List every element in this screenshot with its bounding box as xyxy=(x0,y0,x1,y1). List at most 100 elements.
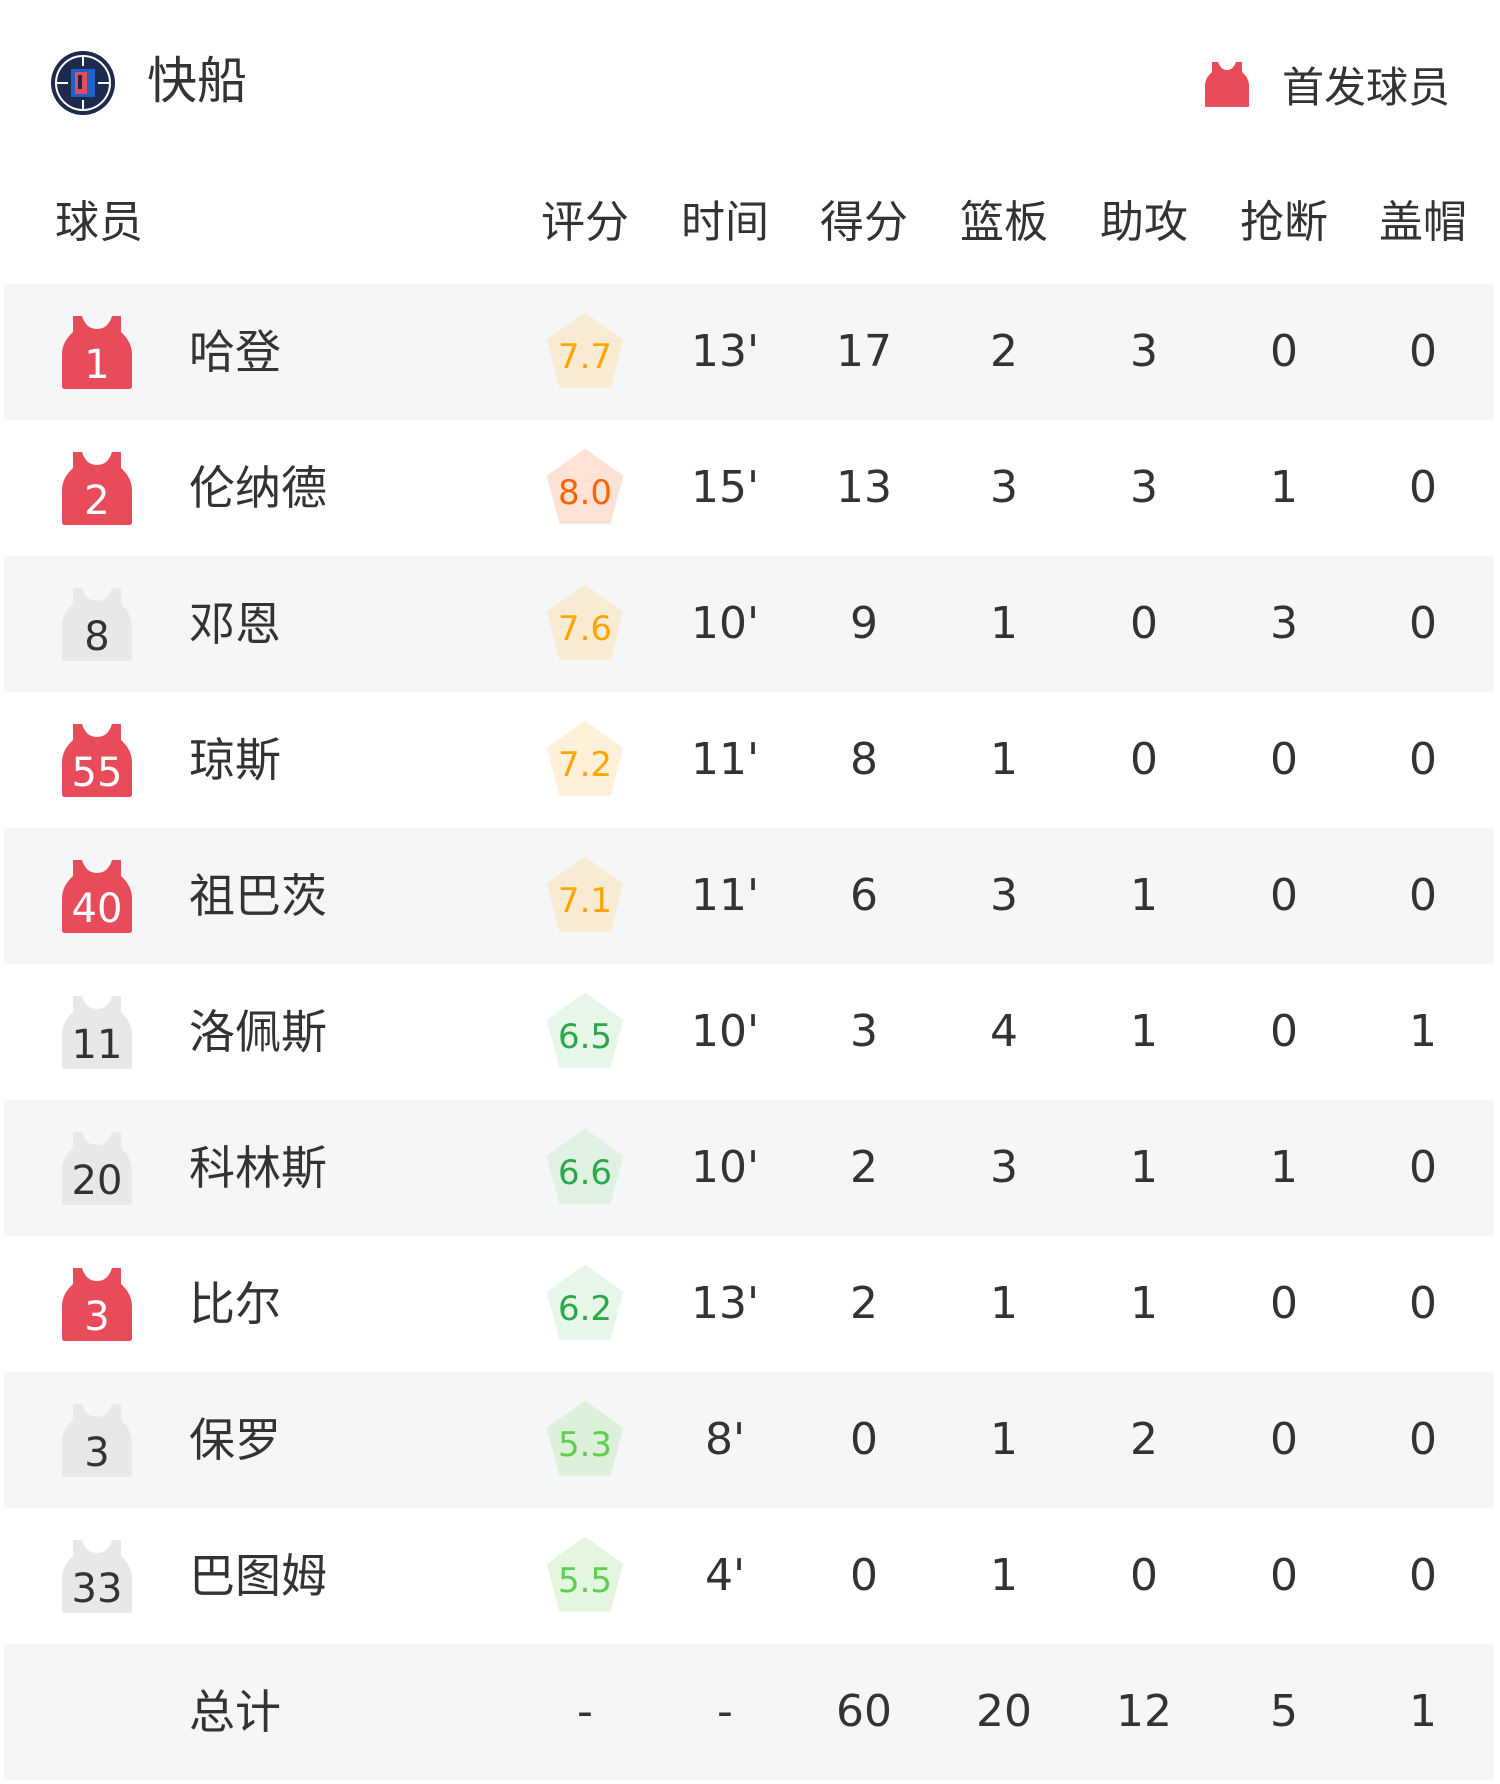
player-row[interactable]: 8 邓恩 7.6 10' 9 1 0 3 0 xyxy=(4,556,1494,692)
blocks-cell: 0 xyxy=(1409,462,1437,513)
rating-value: 7.6 xyxy=(557,609,613,649)
player-name[interactable]: 科林斯 xyxy=(189,1141,327,1195)
steals-cell: 0 xyxy=(1270,870,1298,921)
jersey-icon: 55 xyxy=(61,722,133,798)
player-name[interactable]: 哈登 xyxy=(189,325,281,379)
player-row[interactable]: 20 科林斯 6.6 10' 2 3 1 1 0 xyxy=(4,1100,1494,1236)
player-row[interactable]: 1 哈登 7.7 13' 17 2 3 0 0 xyxy=(4,284,1494,420)
blocks-cell: 0 xyxy=(1409,326,1437,377)
rating-badge: 7.6 xyxy=(545,583,625,663)
blocks-cell: 0 xyxy=(1409,598,1437,649)
player-row[interactable]: 2 伦纳德 8.0 15' 13 3 3 1 0 xyxy=(4,420,1494,556)
rating-badge: 7.7 xyxy=(545,311,625,391)
rebounds-cell: 1 xyxy=(990,1550,1018,1601)
steals-total-cell: 5 xyxy=(1270,1686,1298,1737)
player-name[interactable]: 琼斯 xyxy=(189,733,281,787)
steals-cell: 0 xyxy=(1270,1278,1298,1329)
assists-cell: 0 xyxy=(1130,734,1158,785)
rating-badge: 6.5 xyxy=(545,991,625,1071)
player-row[interactable]: 3 比尔 6.2 13' 2 1 1 0 0 xyxy=(4,1236,1494,1372)
jersey-icon: 33 xyxy=(61,1538,133,1614)
blocks-cell: 1 xyxy=(1409,1006,1437,1057)
steals-cell: 0 xyxy=(1270,1550,1298,1601)
assists-cell: 1 xyxy=(1130,1142,1158,1193)
jersey-number: 20 xyxy=(71,1158,123,1204)
blocks-cell: 0 xyxy=(1409,1142,1437,1193)
totals-row: 总计 - - 60 20 12 5 1 xyxy=(4,1644,1494,1780)
player-name[interactable]: 祖巴茨 xyxy=(189,869,327,923)
player-name[interactable]: 保罗 xyxy=(189,1413,281,1467)
team-name: 快船 xyxy=(147,52,247,110)
steals-cell: 1 xyxy=(1270,462,1298,513)
points-cell: 8 xyxy=(850,734,878,785)
minutes-cell: 10' xyxy=(690,1006,760,1057)
jersey-icon: 3 xyxy=(61,1402,133,1478)
jersey-icon: 1 xyxy=(61,314,133,390)
jersey-icon: 2 xyxy=(61,450,133,526)
rebounds-total-cell: 20 xyxy=(976,1686,1032,1737)
player-name[interactable]: 巴图姆 xyxy=(189,1549,327,1603)
column-header[interactable]: 篮板 xyxy=(960,197,1048,248)
assists-cell: 0 xyxy=(1130,1550,1158,1601)
rebounds-cell: 2 xyxy=(990,326,1018,377)
minutes-cell: 10' xyxy=(690,1142,760,1193)
player-name[interactable]: 洛佩斯 xyxy=(189,1005,327,1059)
player-row[interactable]: 55 琼斯 7.2 11' 8 1 0 0 0 xyxy=(4,692,1494,828)
jersey-icon: 20 xyxy=(61,1130,133,1206)
assists-total-cell: 12 xyxy=(1116,1686,1172,1737)
rating-value: 5.3 xyxy=(557,1425,613,1465)
player-row[interactable]: 40 祖巴茨 7.1 11' 6 3 1 0 0 xyxy=(4,828,1494,964)
column-header[interactable]: 球员 xyxy=(55,197,143,248)
rebounds-cell: 1 xyxy=(990,1414,1018,1465)
player-name[interactable]: 邓恩 xyxy=(189,597,281,651)
rating-value: 8.0 xyxy=(557,473,613,513)
rating-badge: 5.3 xyxy=(545,1399,625,1479)
points-total-cell: 60 xyxy=(836,1686,892,1737)
column-header[interactable]: 时间 xyxy=(681,197,769,248)
player-stats-table: 1 哈登 7.7 13' 17 2 3 0 0 2 伦纳德 8.0 15' 13 3 3 1 0 8 邓恩 7.6 10'… xyxy=(4,284,1494,1780)
column-header[interactable]: 评分 xyxy=(541,197,629,248)
player-row[interactable]: 11 洛佩斯 6.5 10' 3 4 1 0 1 xyxy=(4,964,1494,1100)
player-name[interactable]: 比尔 xyxy=(189,1277,281,1331)
steals-cell: 1 xyxy=(1270,1142,1298,1193)
jersey-number: 1 xyxy=(84,342,110,388)
steals-cell: 0 xyxy=(1270,1414,1298,1465)
rating-total-cell: - xyxy=(577,1686,593,1737)
steals-cell: 0 xyxy=(1270,734,1298,785)
points-cell: 17 xyxy=(836,326,892,377)
player-row[interactable]: 33 巴图姆 5.5 4' 0 1 0 0 0 xyxy=(4,1508,1494,1644)
blocks-total-cell: 1 xyxy=(1409,1686,1437,1737)
player-row[interactable]: 3 保罗 5.3 8' 0 1 2 0 0 xyxy=(4,1372,1494,1508)
starter-legend: 首发球员 xyxy=(1204,52,1450,116)
points-cell: 6 xyxy=(850,870,878,921)
totals-label: 总计 xyxy=(189,1685,281,1739)
assists-cell: 0 xyxy=(1130,598,1158,649)
rating-badge: 6.2 xyxy=(545,1263,625,1343)
minutes-cell: 10' xyxy=(690,598,760,649)
column-header[interactable]: 抢断 xyxy=(1240,197,1328,248)
column-header[interactable]: 盖帽 xyxy=(1379,197,1467,248)
assists-cell: 3 xyxy=(1130,462,1158,513)
column-header[interactable]: 得分 xyxy=(820,197,908,248)
minutes-cell: 15' xyxy=(690,462,760,513)
rating-badge: 8.0 xyxy=(545,447,625,527)
jersey-number: 11 xyxy=(71,1022,123,1068)
points-cell: 13 xyxy=(836,462,892,513)
steals-cell: 0 xyxy=(1270,326,1298,377)
blocks-cell: 0 xyxy=(1409,1414,1437,1465)
minutes-cell: 13' xyxy=(690,326,760,377)
column-header[interactable]: 助攻 xyxy=(1100,197,1188,248)
jersey-icon: 40 xyxy=(61,858,133,934)
points-cell: 0 xyxy=(850,1414,878,1465)
jersey-number: 3 xyxy=(84,1294,110,1340)
assists-cell: 1 xyxy=(1130,1278,1158,1329)
points-cell: 2 xyxy=(850,1142,878,1193)
rebounds-cell: 1 xyxy=(990,598,1018,649)
legend-label: 首发球员 xyxy=(1281,62,1450,112)
rebounds-cell: 1 xyxy=(990,1278,1018,1329)
blocks-cell: 0 xyxy=(1409,734,1437,785)
rebounds-cell: 4 xyxy=(990,1006,1018,1057)
jersey-number: 3 xyxy=(84,1430,110,1476)
assists-cell: 3 xyxy=(1130,326,1158,377)
player-name[interactable]: 伦纳德 xyxy=(189,461,327,515)
